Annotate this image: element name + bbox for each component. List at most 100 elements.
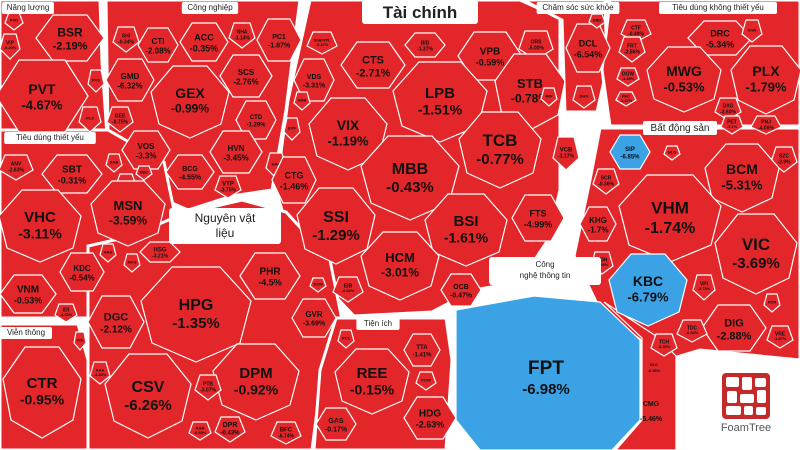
- cell-pow[interactable]: [415, 371, 437, 391]
- cell-change-label: -0.92%: [234, 382, 279, 398]
- cell-ticker-label: VPI: [700, 281, 709, 287]
- cell-anv[interactable]: [0, 154, 34, 181]
- cell-dcm[interactable]: [309, 277, 327, 293]
- cell-acc[interactable]: [179, 22, 229, 62]
- cell-dpr[interactable]: [214, 416, 246, 443]
- cell-change-label: -4.67%: [21, 98, 63, 113]
- cell-ssi[interactable]: [296, 187, 376, 265]
- cell-frt[interactable]: [618, 36, 646, 63]
- cell-ctr[interactable]: [2, 346, 82, 439]
- cell-sip[interactable]: [609, 134, 651, 170]
- cell-change-label: -0.43%: [386, 179, 434, 196]
- cell-plx[interactable]: [78, 106, 102, 133]
- cell-ocb[interactable]: [440, 273, 482, 307]
- cell-idi[interactable]: [54, 303, 78, 323]
- cell-vic[interactable]: [714, 213, 798, 295]
- cell-aaa[interactable]: [89, 361, 111, 385]
- cell-dig[interactable]: [701, 304, 767, 352]
- cell-bcm[interactable]: [704, 143, 780, 213]
- cell-ticker-label: ACC: [194, 33, 214, 43]
- cell-fpt[interactable]: [455, 295, 641, 450]
- cell-tcb[interactable]: [458, 111, 542, 189]
- cell-vgi[interactable]: [73, 331, 87, 351]
- cell-pvs[interactable]: [87, 69, 105, 93]
- cell-dpm[interactable]: [212, 343, 300, 421]
- cell-ctg[interactable]: [271, 156, 317, 204]
- cell-bcg[interactable]: [165, 154, 215, 190]
- cell-vix[interactable]: [308, 97, 388, 171]
- cell-mbb[interactable]: [360, 135, 460, 221]
- cell-vtp[interactable]: [214, 175, 242, 199]
- cell-gas[interactable]: [315, 407, 357, 441]
- cell-hag[interactable]: [99, 243, 117, 263]
- cell-pet[interactable]: [720, 115, 744, 135]
- cell-sgn[interactable]: [741, 19, 763, 43]
- cell-vpi[interactable]: [692, 274, 716, 301]
- group-title: Viễn thông: [7, 328, 45, 337]
- cell-cts[interactable]: [340, 41, 406, 89]
- cell-fts[interactable]: [511, 194, 565, 242]
- cell-pnj[interactable]: [750, 115, 782, 135]
- cell-pac[interactable]: [615, 91, 637, 107]
- cell-bfc[interactable]: [270, 421, 302, 445]
- cell-dhg[interactable]: [572, 85, 596, 109]
- cell-pc1[interactable]: [256, 18, 302, 62]
- cell-gmd[interactable]: [105, 58, 155, 102]
- cell-ssb-vpl[interactable]: [306, 31, 338, 55]
- cell-imp[interactable]: [540, 87, 558, 107]
- cell-ptb[interactable]: [194, 374, 222, 401]
- cell-bsi[interactable]: [424, 193, 508, 267]
- cell-dbc[interactable]: [135, 165, 153, 181]
- cell-nlg[interactable]: [663, 145, 681, 161]
- cell-nkg[interactable]: [123, 253, 141, 273]
- cell-dxg[interactable]: [714, 97, 742, 121]
- cell-sab[interactable]: [105, 153, 123, 173]
- cell-cti[interactable]: [137, 27, 179, 63]
- cell-csv[interactable]: [104, 353, 192, 439]
- cell-eib[interactable]: [332, 276, 364, 303]
- cell-ticker-label: FPT: [528, 358, 564, 379]
- cell-tch[interactable]: [650, 333, 678, 357]
- cell-bid[interactable]: [404, 32, 446, 58]
- cell-pdr[interactable]: [763, 293, 781, 313]
- cell-pc1[interactable]: [337, 329, 355, 349]
- cell-vnm[interactable]: [0, 274, 57, 314]
- cell-hvn[interactable]: [209, 130, 263, 174]
- cell-hdb[interactable]: [293, 91, 311, 111]
- cell-change-label: -0.53%: [663, 80, 705, 95]
- cell-scs[interactable]: [219, 54, 273, 98]
- cell-dcl[interactable]: [565, 23, 611, 73]
- cell-evf[interactable]: [283, 117, 301, 141]
- cell-change-label: -1.79%: [745, 80, 787, 95]
- cell-scr[interactable]: [592, 168, 620, 195]
- cell-ksb[interactable]: [188, 421, 212, 441]
- cell-lpb[interactable]: [392, 61, 488, 143]
- cell-gee[interactable]: [106, 106, 134, 133]
- cell-change-label: -3.33%: [658, 344, 671, 349]
- cell-vip[interactable]: [0, 33, 21, 60]
- cell-tdc[interactable]: [676, 319, 708, 343]
- cell-nha[interactable]: [228, 22, 256, 49]
- cell-hpg[interactable]: [140, 266, 252, 363]
- cell-ree[interactable]: [334, 348, 410, 415]
- cell-gex[interactable]: [150, 65, 230, 139]
- cell-dgw[interactable]: [616, 67, 640, 87]
- cell-gvr[interactable]: [291, 298, 337, 338]
- cell-msn[interactable]: [90, 180, 166, 247]
- cell-hsg[interactable]: [139, 241, 181, 263]
- cell-khg[interactable]: [579, 206, 617, 242]
- cell-mwg[interactable]: [646, 46, 722, 113]
- cell-dgc[interactable]: [87, 295, 145, 349]
- cell-tta[interactable]: [403, 333, 441, 367]
- cell-vos[interactable]: [121, 130, 171, 170]
- cell-hdg[interactable]: [403, 396, 457, 440]
- cell-kbc[interactable]: [608, 253, 688, 327]
- cell-vhc[interactable]: [0, 189, 82, 263]
- cell-vcb[interactable]: [552, 136, 580, 171]
- cell-hcm[interactable]: [360, 231, 440, 301]
- cell-kdc[interactable]: [59, 252, 105, 292]
- cell-vre[interactable]: [766, 325, 794, 349]
- cell-shi[interactable]: [112, 26, 140, 53]
- group-title: Tiện ích: [364, 319, 392, 328]
- cell-phr[interactable]: [239, 252, 301, 300]
